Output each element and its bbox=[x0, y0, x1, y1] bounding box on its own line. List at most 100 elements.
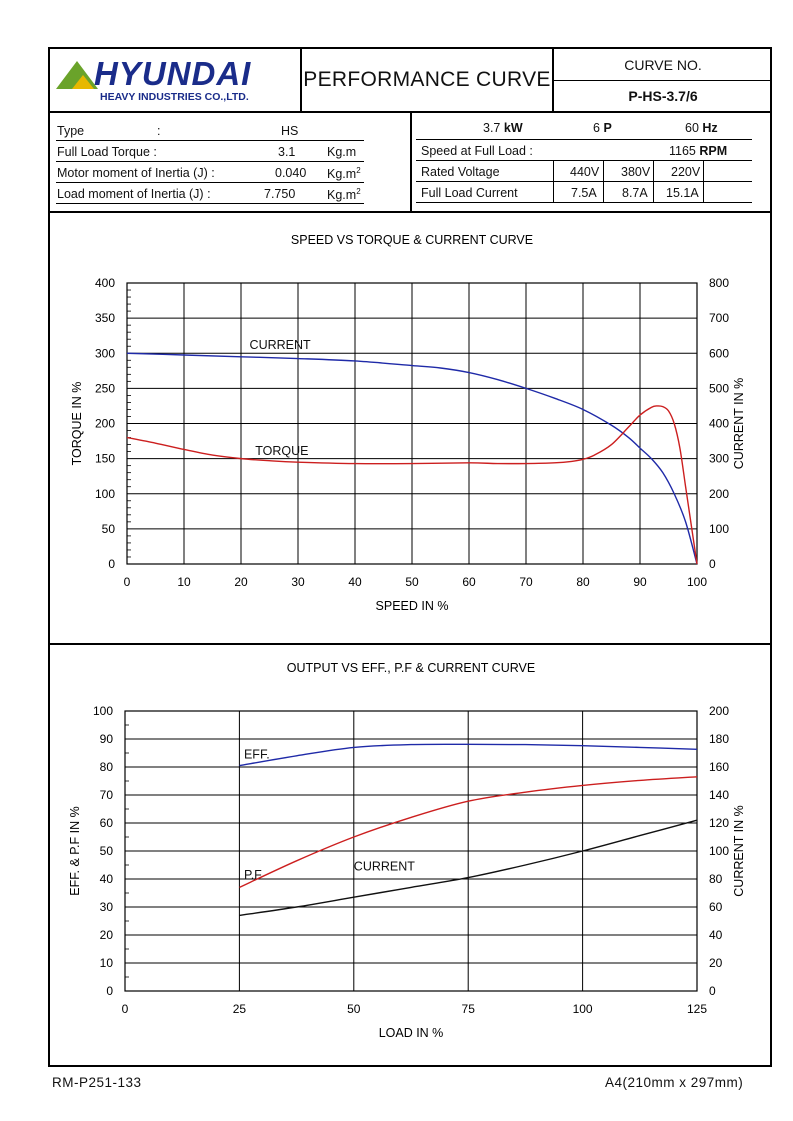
series-label-eff: EFF. bbox=[244, 748, 270, 762]
full-load-torque-label: Full Load Torque : bbox=[57, 145, 157, 159]
row-underline bbox=[56, 140, 364, 141]
y2-tick-label: 200 bbox=[709, 704, 729, 718]
y2-tick-label: 500 bbox=[709, 381, 729, 395]
y-tick-label: 100 bbox=[93, 704, 113, 718]
y-axis-label: TORQUE IN % bbox=[70, 382, 84, 466]
speed-torque-chart-panel: SPEED VS TORQUE & CURRENT CURVE 0 10 20 30 40… bbox=[50, 213, 772, 645]
cell-divider bbox=[603, 161, 604, 203]
series-line-current bbox=[126, 352, 698, 565]
y2-axis-label: CURRENT IN % bbox=[732, 378, 746, 469]
x-tick-label: 80 bbox=[576, 575, 590, 589]
y2-tick-label: 0 bbox=[709, 557, 716, 571]
pole-count: 6 P bbox=[593, 121, 612, 135]
y-axis-label: EFF. & P.F IN % bbox=[68, 806, 82, 895]
x-tick-label: 50 bbox=[405, 575, 419, 589]
voltage-220: 220V bbox=[671, 165, 701, 179]
y2-tick-label: 80 bbox=[709, 872, 723, 886]
full-load-current-label: Full Load Current bbox=[421, 186, 518, 200]
y2-tick-label: 40 bbox=[709, 928, 723, 942]
row-underline bbox=[416, 202, 752, 203]
brand-logo: HYUNDAI HEAVY INDUSTRIES CO.,LTD. bbox=[50, 49, 302, 113]
y2-tick-label: 800 bbox=[709, 276, 729, 290]
current-380: 8.7A bbox=[622, 186, 648, 200]
row-underline bbox=[416, 160, 752, 161]
y2-tick-label: 300 bbox=[709, 452, 729, 466]
performance-sheet: HYUNDAI HEAVY INDUSTRIES CO.,LTD. PERFOR… bbox=[48, 47, 772, 1067]
output-efficiency-chart-panel: OUTPUT VS EFF., P.F & CURRENT CURVE 0 25 50… bbox=[50, 645, 772, 1067]
y-tick-label: 50 bbox=[100, 844, 114, 858]
page-title: PERFORMANCE CURVE bbox=[302, 49, 554, 113]
power-rating: 3.7 kW bbox=[483, 121, 523, 135]
y2-tick-label: 400 bbox=[709, 417, 729, 431]
voltage-380: 380V bbox=[621, 165, 651, 179]
voltage-440: 440V bbox=[570, 165, 600, 179]
y2-tick-label: 60 bbox=[709, 900, 723, 914]
y-tick-label: 250 bbox=[95, 381, 115, 395]
x-axis-label: LOAD IN % bbox=[379, 1026, 444, 1040]
y-tick-label: 70 bbox=[100, 788, 114, 802]
series-label-current: CURRENT bbox=[250, 338, 311, 352]
x-tick-label: 50 bbox=[347, 1002, 361, 1016]
x-tick-label: 90 bbox=[633, 575, 647, 589]
y-tick-label: 50 bbox=[102, 522, 116, 536]
series-line-p-f bbox=[239, 776, 698, 889]
plot-frame bbox=[126, 282, 698, 565]
x-tick-label: 125 bbox=[687, 1002, 707, 1016]
plot-frame bbox=[124, 710, 698, 992]
y2-axis-label: CURRENT IN % bbox=[732, 805, 746, 896]
full-load-torque-value: 3.1 bbox=[278, 145, 296, 159]
current-440: 7.5A bbox=[571, 186, 597, 200]
motor-inertia-value: 0.040 bbox=[275, 166, 307, 180]
row-underline bbox=[56, 182, 364, 183]
y-tick-label: 60 bbox=[100, 816, 114, 830]
y-tick-label: 30 bbox=[100, 900, 114, 914]
y-tick-label: 0 bbox=[106, 984, 113, 998]
x-tick-label: 40 bbox=[348, 575, 362, 589]
x-tick-label: 60 bbox=[462, 575, 476, 589]
load-inertia-value: 7.750 bbox=[264, 187, 296, 201]
y-tick-label: 0 bbox=[108, 557, 115, 571]
x-tick-label: 25 bbox=[233, 1002, 247, 1016]
curve-number-value: P-HS-3.7/6 bbox=[628, 88, 698, 104]
y-tick-label: 20 bbox=[100, 928, 114, 942]
y2-tick-label: 0 bbox=[709, 984, 716, 998]
document-code: RM-P251-133 bbox=[52, 1075, 142, 1090]
specs-divider bbox=[410, 113, 412, 211]
row-underline bbox=[416, 181, 752, 182]
series-label-current: CURRENT bbox=[354, 860, 415, 874]
output-efficiency-chart: OUTPUT VS EFF., P.F & CURRENT CURVE 0 25 50… bbox=[68, 661, 746, 1040]
series-label-torque: TORQUE bbox=[255, 444, 308, 458]
load-inertia-label: Load moment of Inertia (J) : bbox=[57, 187, 211, 201]
y-tick-label: 40 bbox=[100, 872, 114, 886]
x-axis-label: SPEED IN % bbox=[376, 599, 449, 613]
row-underline bbox=[416, 139, 752, 140]
x-tick-label: 100 bbox=[573, 1002, 593, 1016]
series-label-p-f: P.F bbox=[244, 868, 262, 882]
row-underline bbox=[56, 161, 364, 162]
series-line-eff bbox=[239, 743, 698, 767]
y-tick-label: 10 bbox=[100, 956, 114, 970]
x-tick-label: 70 bbox=[519, 575, 533, 589]
y2-tick-label: 100 bbox=[709, 522, 729, 536]
chart-title: SPEED VS TORQUE & CURRENT CURVE bbox=[291, 233, 533, 247]
curve-number-label: CURVE NO. bbox=[554, 49, 772, 81]
x-tick-label: 20 bbox=[234, 575, 248, 589]
y-tick-label: 200 bbox=[95, 417, 115, 431]
y2-tick-label: 100 bbox=[709, 844, 729, 858]
brand-name: HYUNDAI bbox=[94, 55, 252, 92]
type-separator: : bbox=[157, 124, 161, 138]
frequency: 60 Hz bbox=[685, 121, 718, 135]
motor-inertia-unit: Kg.m2 bbox=[327, 166, 361, 182]
speed-torque-chart: SPEED VS TORQUE & CURRENT CURVE 0 10 20 30 40… bbox=[70, 233, 746, 613]
y-tick-label: 150 bbox=[95, 452, 115, 466]
rated-voltage-label: Rated Voltage bbox=[421, 165, 500, 179]
specs-panel: Type : HS Full Load Torque : 3.1 Kg.m Mo… bbox=[50, 113, 772, 213]
y2-tick-label: 120 bbox=[709, 816, 729, 830]
logo-inner-triangle-icon bbox=[72, 75, 94, 89]
type-value: HS bbox=[281, 124, 299, 138]
cell-divider bbox=[553, 161, 554, 203]
row-underline bbox=[56, 203, 364, 204]
y-tick-label: 80 bbox=[100, 760, 114, 774]
y-tick-label: 400 bbox=[95, 276, 115, 290]
y2-tick-label: 180 bbox=[709, 732, 729, 746]
